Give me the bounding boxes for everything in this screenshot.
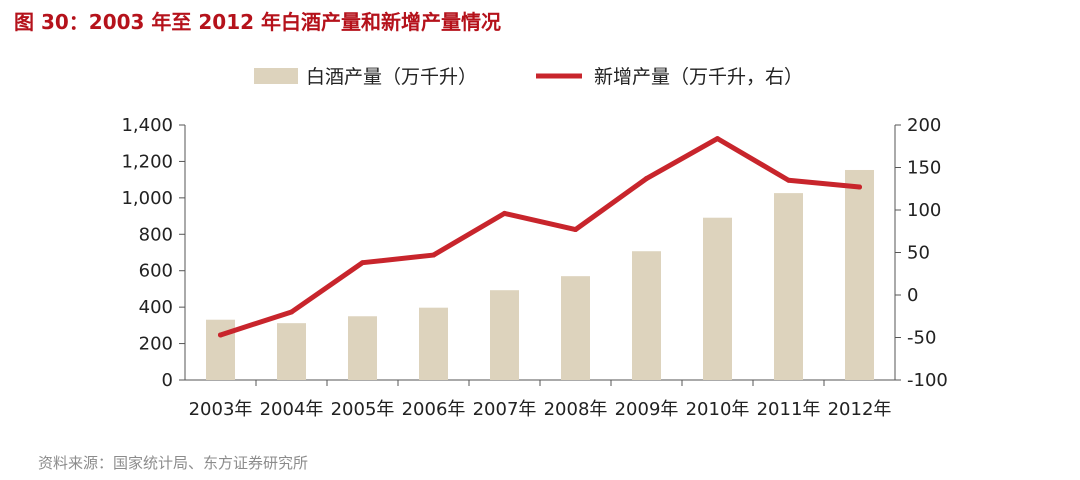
y-right-tick-label: -50 <box>907 328 936 349</box>
line-point <box>218 332 223 338</box>
y-right-tick-label: 150 <box>907 158 941 179</box>
bar <box>703 217 732 380</box>
line-point <box>502 210 507 216</box>
bar <box>845 169 874 380</box>
line-point <box>573 227 578 233</box>
y-left-tick-label: 400 <box>139 297 173 318</box>
chart-title: 图 30：2003 年至 2012 年白酒产量和新增产量情况 <box>14 10 502 34</box>
y-left-tick-label: 600 <box>139 261 173 282</box>
y-right-tick-label: 0 <box>907 285 918 306</box>
y-left-tick-label: 200 <box>139 334 173 355</box>
bar <box>774 193 803 380</box>
line-point <box>715 136 720 142</box>
bar <box>419 307 448 380</box>
x-tick-label: 2008年 <box>544 399 608 420</box>
x-tick-label: 2009年 <box>615 399 679 420</box>
bar <box>561 276 590 380</box>
legend-label-bar: 白酒产量（万千升） <box>306 66 477 88</box>
legend-bar-swatch <box>254 68 298 84</box>
legend-label-line: 新增产量（万千升，右） <box>594 66 803 88</box>
y-right-tick-label: 100 <box>907 200 941 221</box>
x-tick-label: 2012年 <box>828 399 892 420</box>
y-left-tick-label: 1,400 <box>121 115 173 136</box>
bar <box>206 319 235 380</box>
bar <box>490 290 519 380</box>
line-point <box>857 184 862 190</box>
y-left-tick-label: 0 <box>162 370 173 391</box>
line-point <box>431 252 436 258</box>
x-tick-label: 2007年 <box>473 399 537 420</box>
legend: 白酒产量（万千升） 新增产量（万千升，右） <box>254 66 803 88</box>
y-left-tick-label: 1,000 <box>121 188 173 209</box>
y-left-tick-label: 1,200 <box>121 151 173 172</box>
bar <box>277 323 306 380</box>
x-tick-label: 2003年 <box>189 399 253 420</box>
x-tick-label: 2010年 <box>686 399 750 420</box>
y-right-tick-label: 50 <box>907 243 930 264</box>
bar <box>632 251 661 380</box>
line-point <box>289 309 294 315</box>
line-point <box>360 260 365 266</box>
y-right-tick-label: 200 <box>907 115 941 136</box>
series-line <box>218 136 862 338</box>
bar <box>348 316 377 380</box>
y-right-tick-label: -100 <box>907 370 948 391</box>
line-point <box>786 177 791 183</box>
line-point <box>644 176 649 182</box>
x-tick-label: 2004年 <box>260 399 324 420</box>
x-tick-label: 2011年 <box>757 399 821 420</box>
y-left-tick-label: 800 <box>139 224 173 245</box>
x-tick-label: 2005年 <box>331 399 395 420</box>
source-note: 资料来源：国家统计局、东方证券研究所 <box>38 454 309 472</box>
x-tick-label: 2006年 <box>402 399 466 420</box>
